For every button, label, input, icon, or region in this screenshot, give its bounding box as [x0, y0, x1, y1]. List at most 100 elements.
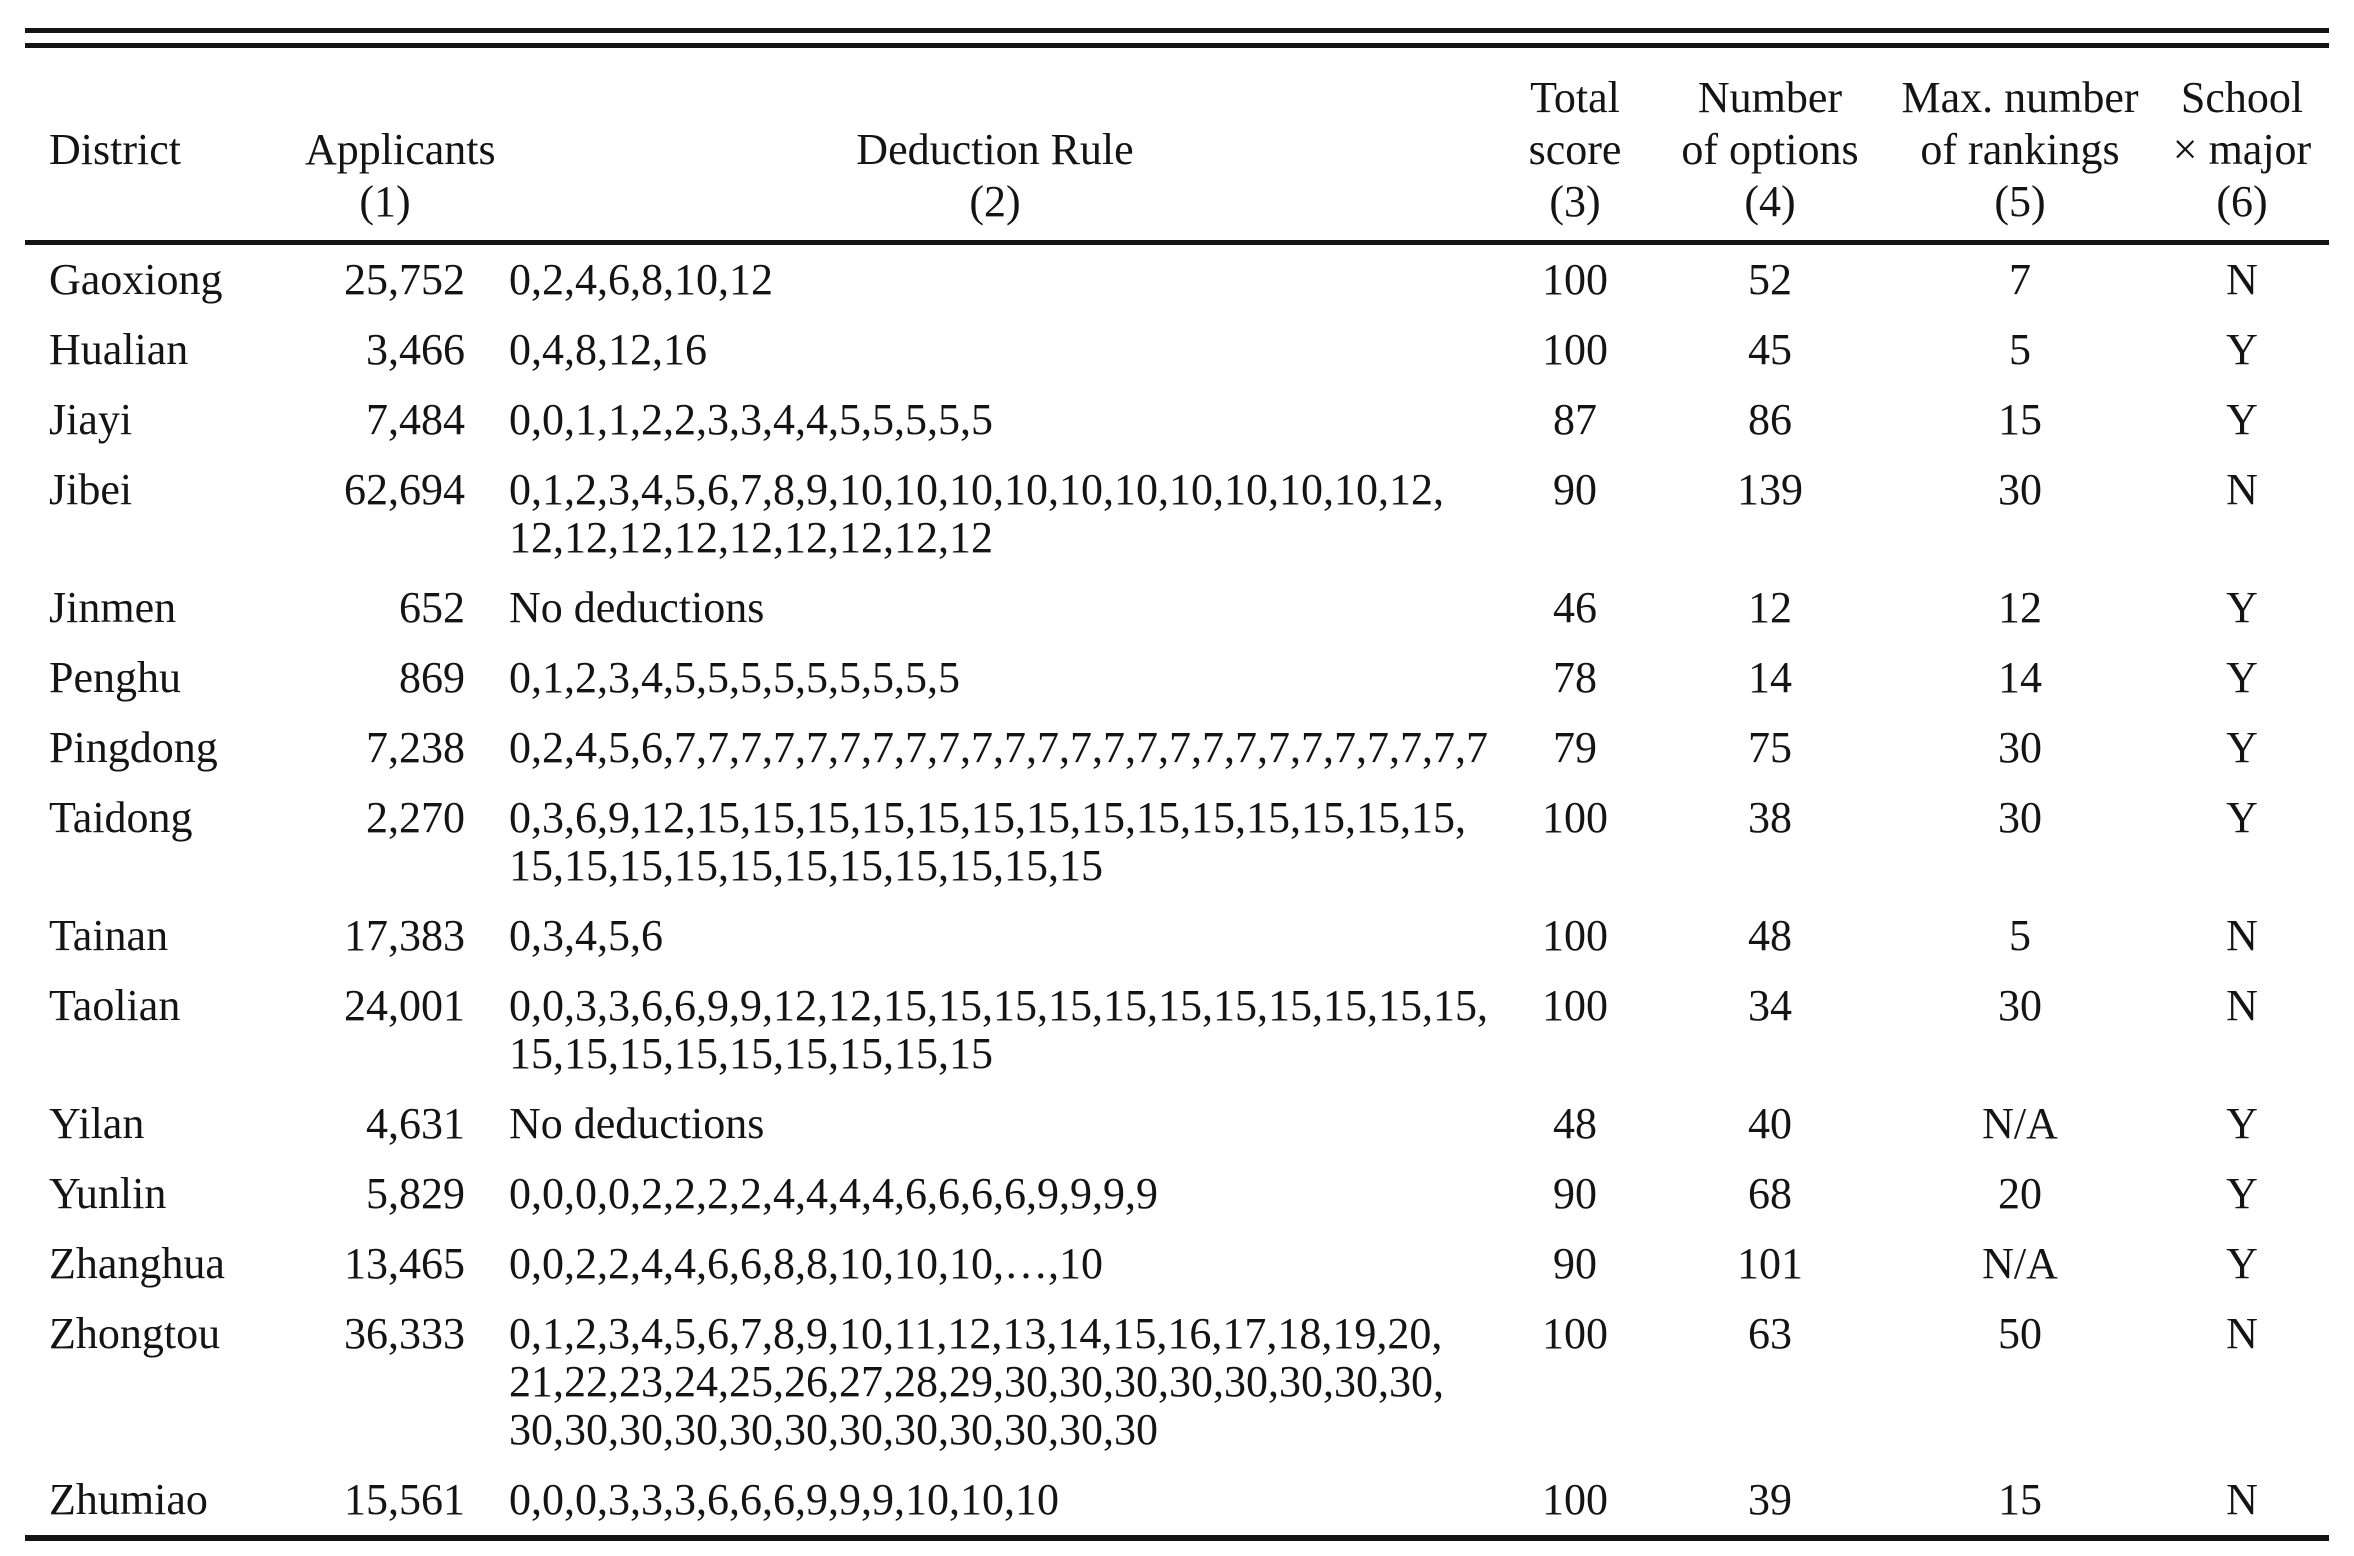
col-title: Deduction Rule — [856, 125, 1134, 174]
total-score-cell: 90 — [1553, 1239, 1597, 1288]
col-title: Applicants — [305, 125, 496, 174]
table-row: Penghu 869 0,1,2,3,4,5,5,5,5,5,5,5,5,5 7… — [25, 643, 2329, 713]
max-rankings-cell: 7 — [2009, 255, 2031, 304]
max-rankings-cell: 5 — [2009, 911, 2031, 960]
deduction-rule-cell: 0,3,4,5,6 — [509, 911, 663, 960]
district-cell: Zhongtou — [49, 1309, 221, 1358]
school-major-cell: Y — [2226, 1099, 2258, 1148]
school-major-cell: Y — [2226, 325, 2258, 374]
school-major-cell: Y — [2226, 1169, 2258, 1218]
total-score-cell: 79 — [1553, 723, 1597, 772]
num-options-cell: 40 — [1748, 1099, 1792, 1148]
deduction-rule-cell: 0,2,4,5,6,7,7,7,7,7,7,7,7,7,7,7,7,7,7,7,… — [509, 723, 1488, 772]
school-major-cell: Y — [2226, 395, 2258, 444]
district-cell: Yunlin — [49, 1169, 167, 1218]
col-number: (1) — [359, 177, 411, 226]
district-cell: Zhumiao — [49, 1475, 208, 1524]
deduction-rule-cell: 0,4,8,12,16 — [509, 325, 707, 374]
col-title: School × major — [2172, 73, 2312, 174]
col-number: (3) — [1549, 177, 1601, 226]
district-cell: Zhanghua — [49, 1239, 225, 1288]
deduction-rule-cell: 0,3,6,9,12,15,15,15,15,15,15,15,15,15,15… — [509, 793, 1466, 890]
applicants-cell: 4,631 — [366, 1099, 465, 1148]
col-number: (2) — [969, 177, 1021, 226]
total-score-cell: 100 — [1542, 1309, 1608, 1358]
district-cell: Taidong — [49, 793, 193, 842]
district-cell: Jinmen — [49, 583, 177, 632]
max-rankings-cell: 30 — [1998, 981, 2042, 1030]
total-score-cell: 100 — [1542, 1475, 1608, 1524]
table-row: Taolian 24,001 0,0,3,3,6,6,9,9,12,12,15,… — [25, 971, 2329, 1089]
deduction-rule-cell: 0,2,4,6,8,10,12 — [509, 255, 773, 304]
school-major-cell: Y — [2226, 583, 2258, 632]
district-cell: Pingdong — [49, 723, 218, 772]
col-number — [49, 176, 305, 228]
total-score-cell: 90 — [1553, 465, 1597, 514]
num-options-cell: 68 — [1748, 1169, 1792, 1218]
total-score-cell: 100 — [1542, 793, 1608, 842]
col-header-max-rankings: Max. number of rankings (5) — [1885, 48, 2155, 245]
total-score-cell: 90 — [1553, 1169, 1597, 1218]
col-title: Max. number of rankings — [1901, 73, 2139, 174]
deduction-rule-cell: 0,0,0,3,3,3,6,6,6,9,9,9,10,10,10 — [509, 1475, 1059, 1524]
col-header-school-major: School × major (6) — [2155, 48, 2329, 245]
num-options-cell: 63 — [1748, 1309, 1792, 1358]
num-options-cell: 86 — [1748, 395, 1792, 444]
district-cell: Gaoxiong — [49, 255, 223, 304]
total-score-cell: 100 — [1542, 911, 1608, 960]
total-score-cell: 78 — [1553, 653, 1597, 702]
applicants-cell: 15,561 — [344, 1475, 465, 1524]
max-rankings-cell: 14 — [1998, 653, 2042, 702]
num-options-cell: 45 — [1748, 325, 1792, 374]
total-score-cell: 100 — [1542, 255, 1608, 304]
col-header-applicants: Applicants (1) — [305, 48, 496, 245]
district-cell: Tainan — [49, 911, 169, 960]
deduction-rule-cell: 0,0,2,2,4,4,6,6,8,8,10,10,10,…,10 — [509, 1239, 1103, 1288]
deduction-rule-cell: 0,0,1,1,2,2,3,3,4,4,5,5,5,5,5 — [509, 395, 993, 444]
school-major-cell: N — [2226, 1309, 2258, 1358]
total-score-cell: 100 — [1542, 981, 1608, 1030]
applicants-cell: 2,270 — [366, 793, 465, 842]
col-number: (6) — [2216, 177, 2268, 226]
max-rankings-cell: N/A — [1982, 1099, 2058, 1148]
applicants-cell: 17,383 — [344, 911, 465, 960]
applicants-cell: 36,333 — [344, 1309, 465, 1358]
col-header-district: District — [25, 48, 305, 245]
table-row: Yilan 4,631 No deductions 48 40 N/A Y — [25, 1089, 2329, 1159]
total-score-cell: 46 — [1553, 583, 1597, 632]
table-row: Hualian 3,466 0,4,8,12,16 100 45 5 Y — [25, 315, 2329, 385]
num-options-cell: 39 — [1748, 1475, 1792, 1524]
max-rankings-cell: 30 — [1998, 723, 2042, 772]
district-cell: Hualian — [49, 325, 189, 374]
table-row: Pingdong 7,238 0,2,4,5,6,7,7,7,7,7,7,7,7… — [25, 713, 2329, 783]
max-rankings-cell: N/A — [1982, 1239, 2058, 1288]
table-row: Gaoxiong 25,752 0,2,4,6,8,10,12 100 52 7… — [25, 243, 2329, 316]
table-top-double-rule — [25, 28, 2329, 48]
num-options-cell: 14 — [1748, 653, 1792, 702]
deduction-rule-cell: No deductions — [509, 583, 765, 632]
num-options-cell: 34 — [1748, 981, 1792, 1030]
num-options-cell: 38 — [1748, 793, 1792, 842]
school-major-cell: Y — [2226, 1239, 2258, 1288]
max-rankings-cell: 30 — [1998, 793, 2042, 842]
num-options-cell: 12 — [1748, 583, 1792, 632]
school-major-cell: Y — [2226, 723, 2258, 772]
table-header: District Applicants (1) Deduction Rule (… — [25, 48, 2329, 245]
table-row: Jiayi 7,484 0,0,1,1,2,2,3,3,4,4,5,5,5,5,… — [25, 385, 2329, 455]
max-rankings-cell: 30 — [1998, 465, 2042, 514]
table-row: Zhumiao 15,561 0,0,0,3,3,3,6,6,6,9,9,9,1… — [25, 1465, 2329, 1538]
applicants-cell: 5,829 — [366, 1169, 465, 1218]
district-cell: Penghu — [49, 653, 181, 702]
deduction-rule-cell: 0,0,3,3,6,6,9,9,12,12,15,15,15,15,15,15,… — [509, 981, 1488, 1078]
table-row: Taidong 2,270 0,3,6,9,12,15,15,15,15,15,… — [25, 783, 2329, 901]
school-major-cell: Y — [2226, 653, 2258, 702]
num-options-cell: 52 — [1748, 255, 1792, 304]
total-score-cell: 100 — [1542, 325, 1608, 374]
applicants-cell: 3,466 — [366, 325, 465, 374]
school-major-cell: N — [2226, 981, 2258, 1030]
table-row: Jibei 62,694 0,1,2,3,4,5,6,7,8,9,10,10,1… — [25, 455, 2329, 573]
num-options-cell: 101 — [1737, 1239, 1803, 1288]
deduction-rule-cell: 0,1,2,3,4,5,6,7,8,9,10,10,10,10,10,10,10… — [509, 465, 1444, 562]
num-options-cell: 48 — [1748, 911, 1792, 960]
